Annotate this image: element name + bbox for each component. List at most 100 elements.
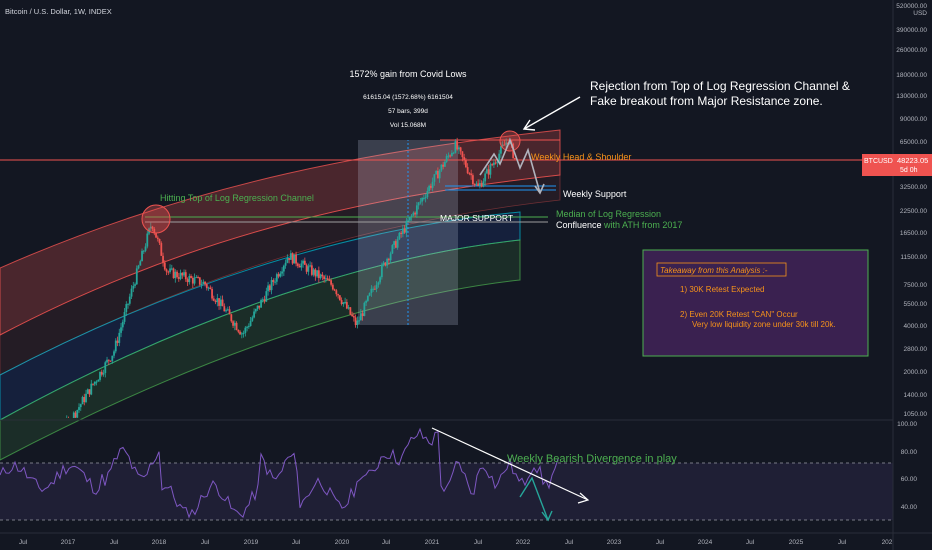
candle-body [440, 164, 443, 171]
candle-body [345, 302, 348, 309]
candle-body [429, 185, 432, 188]
candle-body [349, 307, 352, 315]
candle-body [144, 246, 147, 251]
candle-body [149, 226, 152, 229]
rejection-text-2: Fake breakout from Major Resistance zone… [590, 94, 823, 108]
price-tick-label: 90000.00 [900, 116, 927, 123]
time-tick-label: 202 [882, 539, 893, 546]
candle-body [193, 277, 196, 284]
candle-body [484, 173, 487, 182]
candle-body [335, 290, 338, 295]
candle-body [167, 271, 170, 273]
candle-body [162, 255, 164, 263]
time-tick-label: 2022 [516, 539, 531, 546]
candle-body [204, 281, 206, 285]
candle-body [205, 284, 208, 289]
time-axis[interactable]: Jul 2017 Jul 2018 Jul 2019 Jul 2020 Jul 2021 Jul 20… [19, 539, 893, 546]
rsi-line [0, 427, 559, 519]
candle-body [449, 155, 452, 157]
candle-body [232, 321, 234, 326]
candle-body [456, 141, 459, 150]
candle-body [160, 243, 163, 256]
candle-body [184, 272, 187, 280]
candle-body [305, 264, 308, 272]
candle-body [338, 295, 341, 301]
candle-body [111, 355, 114, 361]
candle-body [235, 322, 238, 331]
candle-body [121, 321, 124, 328]
last-price-value: 48223.05 [897, 156, 928, 165]
price-tick-label: 260000.00 [896, 47, 927, 54]
candle-body [288, 258, 290, 260]
candle-body [125, 304, 128, 313]
candle-body [428, 185, 431, 192]
rsi-tick-label: 80.00 [901, 449, 918, 456]
confluence-word: Confluence [556, 220, 602, 230]
candle-body [482, 181, 485, 187]
candle-body [279, 273, 282, 277]
candle-body [450, 152, 453, 157]
candle-body [246, 326, 248, 328]
candle-body [86, 389, 89, 394]
channel-upper-band [0, 129, 561, 336]
candle-body [240, 333, 243, 335]
price-tick-label: 5500.00 [904, 301, 928, 308]
rsi-projection-arrowhead [541, 510, 553, 522]
rsi-axis[interactable]: 100.00 80.00 60.00 40.00 [897, 421, 917, 511]
candle-body [134, 284, 136, 286]
hitting-top-text: Hitting Top of Log Regression Channel [160, 193, 314, 203]
time-tick-label: 2019 [244, 539, 259, 546]
takeaway-title-frame [656, 262, 787, 277]
candle-body [114, 340, 117, 352]
candle-body [270, 280, 273, 291]
candle-body [195, 277, 198, 279]
candle-body [256, 305, 259, 309]
candle-body [242, 332, 245, 334]
rsi-tick-label: 60.00 [901, 476, 918, 483]
candle-body [200, 284, 203, 286]
candle-body [120, 327, 122, 333]
time-tick-label: Jul [201, 539, 210, 546]
price-tick-label: 32500.00 [900, 184, 927, 191]
time-tick-label: 2020 [335, 539, 350, 546]
candle-body [366, 295, 369, 301]
candle-body [165, 269, 168, 272]
candle-body [247, 326, 250, 328]
measure-line3: Vol 15.068M [390, 122, 426, 129]
candle-body [177, 277, 180, 279]
candle-body [286, 258, 289, 263]
candle-body [130, 288, 133, 297]
candle-body [459, 147, 462, 152]
symbol-title[interactable]: Bitcoin / U.S. Dollar, 1W, INDEX [5, 7, 112, 16]
candle-body [295, 254, 297, 264]
candle-body [207, 287, 210, 289]
candle-body [163, 262, 166, 270]
time-tick-label: Jul [746, 539, 755, 546]
log-regression-channel [0, 129, 561, 461]
candle-body [93, 381, 96, 385]
price-tick-label: 11500.00 [900, 254, 927, 261]
price-tick-label: 1050.00 [904, 411, 928, 418]
rejection-text-1: Rejection from Top of Log Regression Cha… [590, 79, 850, 93]
candle-body [340, 300, 343, 304]
top-circle-2017 [141, 204, 171, 234]
candle-body [267, 285, 269, 292]
major-support-text: MAJOR SUPPORT [440, 213, 513, 223]
candle-body [344, 302, 347, 304]
candle-body [190, 276, 192, 278]
candle-body [251, 317, 254, 321]
candle-body [363, 302, 366, 316]
measure-line1: 61615.04 (1572.68%) 6161504 [363, 94, 453, 101]
candle-body [421, 197, 424, 202]
last-price-symbol: BTCUSD [864, 158, 893, 165]
candle-body [461, 151, 464, 158]
candle-body [387, 258, 390, 261]
candle-body [293, 254, 296, 264]
candle-body [155, 232, 157, 238]
candle-body [258, 305, 261, 308]
last-price-countdown: 5d 0h [900, 167, 918, 174]
rsi-band [0, 463, 893, 520]
candle-body [218, 298, 220, 306]
